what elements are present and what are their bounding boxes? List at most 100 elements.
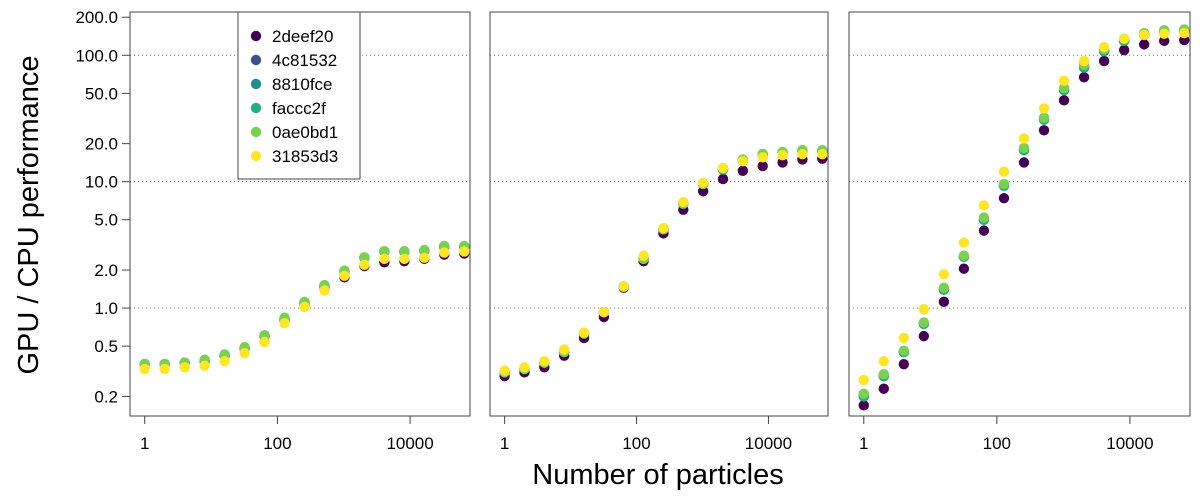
series-31853d3 — [858, 27, 1190, 386]
data-point — [379, 245, 390, 257]
data-point — [898, 345, 910, 356]
y-axis-title: GPU / CPU performance — [13, 55, 45, 374]
data-point — [898, 332, 910, 344]
data-point — [998, 193, 1010, 204]
y-tick-label: 100.0 — [75, 46, 118, 65]
x-axis-title: Number of particles — [532, 459, 783, 491]
data-point — [1098, 41, 1110, 53]
data-point — [1038, 125, 1050, 136]
data-point — [757, 152, 768, 163]
data-point — [978, 200, 990, 211]
data-point — [1138, 39, 1150, 50]
legend-marker — [250, 150, 262, 162]
data-point — [958, 237, 970, 248]
data-point — [878, 355, 889, 367]
data-point — [1058, 75, 1070, 86]
y-tick-label: 10.0 — [85, 173, 118, 192]
data-point — [1018, 157, 1030, 168]
data-point — [1159, 35, 1170, 47]
data-point — [918, 317, 930, 328]
series-faccc2f — [499, 145, 828, 378]
x-tick-label: 100 — [983, 434, 1011, 453]
data-point — [717, 173, 729, 185]
y-tick-label: 5.0 — [94, 211, 118, 230]
x-tick-label: 10000 — [1106, 434, 1153, 453]
data-point — [459, 246, 470, 257]
data-point — [1018, 133, 1030, 144]
data-point — [1038, 112, 1050, 124]
data-point — [777, 149, 788, 161]
data-point — [978, 212, 990, 223]
data-point — [1018, 142, 1030, 154]
legend-marker — [250, 102, 262, 114]
legend-marker — [250, 30, 262, 42]
data-point — [797, 148, 808, 160]
data-point — [817, 148, 828, 160]
data-point — [1138, 29, 1150, 41]
series-31853d3 — [499, 148, 828, 376]
data-point — [399, 245, 410, 257]
y-tick-label: 50.0 — [85, 84, 118, 103]
data-point — [519, 362, 530, 373]
legend-label: 2deef20 — [272, 27, 333, 46]
data-point — [858, 400, 869, 411]
data-point — [958, 263, 970, 274]
x-tick-label: 100 — [263, 434, 291, 453]
data-point — [159, 363, 170, 375]
panel-frame — [848, 11, 1191, 417]
data-point — [1159, 28, 1170, 39]
data-point — [499, 365, 510, 376]
data-point — [918, 330, 930, 342]
data-point — [858, 388, 869, 399]
data-point — [717, 162, 729, 174]
x-tick-label: 1 — [140, 434, 149, 453]
x-tick-label: 100 — [622, 434, 650, 453]
series-4c81532 — [858, 26, 1190, 402]
data-point — [618, 281, 629, 292]
data-point — [1118, 33, 1130, 45]
data-point — [219, 355, 230, 367]
data-point — [339, 270, 350, 282]
legend-label: 0ae0bd1 — [272, 123, 338, 142]
data-point — [858, 374, 869, 386]
data-point — [938, 269, 950, 280]
y-tick-label: 200.0 — [75, 8, 118, 27]
y-tick-label: 1.0 — [94, 299, 118, 318]
series-2deef20 — [499, 153, 828, 382]
data-point — [319, 285, 330, 296]
data-point — [1038, 103, 1050, 114]
series-8810fce — [858, 26, 1190, 402]
x-tick-label: 10000 — [745, 434, 792, 453]
data-point — [878, 368, 889, 380]
data-point — [179, 362, 190, 373]
y-tick-label: 2.0 — [94, 261, 118, 280]
legend-label: 8810fce — [272, 75, 333, 94]
legend: 2deef20 4c81532 8810fce faccc2f 0ae0bd1 31853… — [237, 11, 361, 180]
data-point — [898, 358, 910, 370]
data-point — [558, 344, 570, 355]
data-point — [259, 336, 270, 348]
data-point — [938, 296, 950, 308]
x-tick-label: 1 — [500, 434, 509, 453]
data-point — [978, 225, 990, 236]
data-point — [998, 166, 1010, 177]
data-point — [279, 317, 290, 329]
series-0ae0bd1 — [858, 24, 1190, 399]
data-point — [737, 165, 749, 176]
data-point — [1058, 95, 1070, 106]
data-point — [878, 383, 889, 394]
data-point — [1098, 55, 1110, 67]
data-point — [918, 303, 930, 315]
data-point — [998, 178, 1010, 190]
y-tick-label: 0.2 — [94, 387, 118, 406]
panel-frame — [489, 11, 829, 417]
x-tick-label: 1 — [859, 434, 868, 453]
panel-2: 1 100 10000 — [489, 11, 829, 453]
data-point — [359, 252, 370, 263]
legend-label: 31853d3 — [272, 147, 338, 166]
legend-marker — [250, 126, 262, 138]
data-point — [1058, 82, 1070, 94]
panel-3: 1 100 10000 — [848, 11, 1191, 453]
data-point — [419, 252, 430, 263]
panel-1: 1 100 10000 0.2 0.5 1.0 2.0 5.0 10.0 20.0 50.0 100.… — [75, 8, 471, 453]
